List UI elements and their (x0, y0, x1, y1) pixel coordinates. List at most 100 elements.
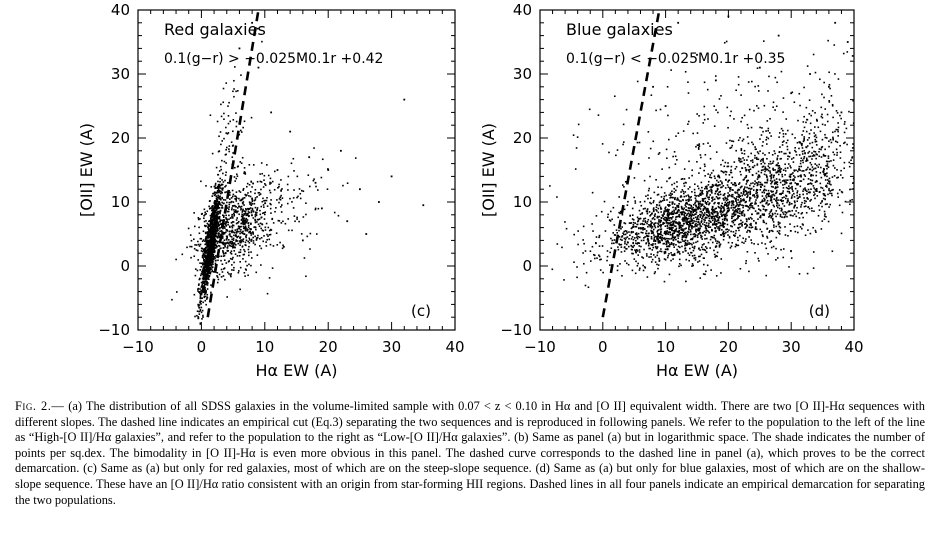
data-point (203, 217, 205, 220)
data-point (830, 95, 833, 97)
data-point (741, 152, 743, 155)
data-point (576, 266, 578, 268)
data-point (221, 159, 223, 162)
data-point (314, 208, 317, 211)
data-point (728, 203, 730, 206)
data-point (225, 242, 228, 245)
data-point (734, 214, 736, 217)
data-point (638, 218, 641, 220)
x-tick-label: 30 (382, 338, 401, 356)
data-point (264, 226, 267, 229)
data-point (226, 210, 229, 213)
data-point (222, 268, 225, 270)
data-point (707, 173, 709, 175)
data-point (734, 192, 737, 194)
data-point (814, 126, 816, 128)
data-point (668, 252, 670, 255)
data-point (657, 193, 660, 196)
data-point (720, 186, 722, 189)
data-point (700, 181, 703, 184)
data-point (806, 272, 809, 275)
data-point (719, 244, 721, 247)
data-point (233, 214, 236, 217)
data-point (199, 274, 202, 277)
data-point (672, 226, 674, 229)
data-point (786, 129, 789, 132)
data-point (650, 220, 652, 223)
data-point (803, 199, 806, 202)
data-point (748, 230, 751, 232)
data-point (682, 220, 684, 222)
data-point (226, 221, 228, 223)
data-point (206, 249, 209, 252)
data-point (224, 245, 226, 248)
data-point (769, 175, 772, 177)
data-point (644, 217, 647, 220)
data-point (699, 227, 701, 229)
data-point (739, 203, 741, 206)
data-point (811, 207, 813, 210)
data-point (768, 195, 771, 198)
data-point (801, 223, 804, 225)
data-point (624, 222, 627, 225)
data-point (601, 245, 604, 247)
data-point (199, 218, 201, 220)
data-point (754, 226, 757, 229)
data-point (690, 226, 693, 228)
data-point (229, 198, 231, 200)
data-point (827, 157, 830, 159)
data-point (197, 259, 200, 261)
data-point (219, 230, 221, 233)
data-point (211, 214, 214, 216)
data-point (797, 231, 799, 234)
data-point (721, 206, 724, 208)
data-point (257, 66, 260, 69)
data-point (722, 197, 725, 200)
data-point (261, 200, 264, 203)
data-point (755, 228, 758, 231)
data-point (232, 193, 235, 196)
data-point (651, 249, 654, 251)
data-point (668, 208, 670, 211)
data-point (793, 170, 796, 172)
data-point (778, 207, 781, 210)
data-point (223, 232, 226, 235)
data-point (226, 246, 229, 249)
data-point (233, 79, 235, 82)
data-point (225, 229, 228, 231)
data-point (717, 197, 720, 200)
data-point (691, 227, 693, 230)
data-point (762, 235, 764, 238)
data-point (210, 215, 213, 218)
data-point (623, 233, 625, 236)
data-point (750, 206, 752, 209)
data-point (737, 227, 739, 229)
data-point (204, 288, 206, 291)
data-point (640, 227, 642, 229)
data-point (700, 205, 702, 208)
data-point (723, 209, 726, 211)
data-point (720, 258, 723, 260)
data-point (621, 239, 623, 241)
data-point (696, 218, 698, 221)
data-point (222, 181, 225, 183)
data-point (665, 194, 667, 197)
data-point (226, 296, 228, 298)
data-point (693, 188, 696, 191)
data-point (830, 192, 833, 195)
data-point (211, 152, 214, 155)
data-point (233, 88, 235, 90)
data-point (694, 216, 697, 219)
data-point (705, 209, 708, 212)
data-point (212, 221, 214, 224)
data-point (737, 208, 740, 210)
data-point (233, 95, 235, 98)
data-point (803, 202, 806, 204)
data-point (815, 171, 818, 173)
data-point (704, 175, 706, 177)
data-point (208, 266, 211, 269)
data-point (816, 164, 818, 167)
data-point (719, 209, 722, 212)
data-point (767, 204, 769, 206)
